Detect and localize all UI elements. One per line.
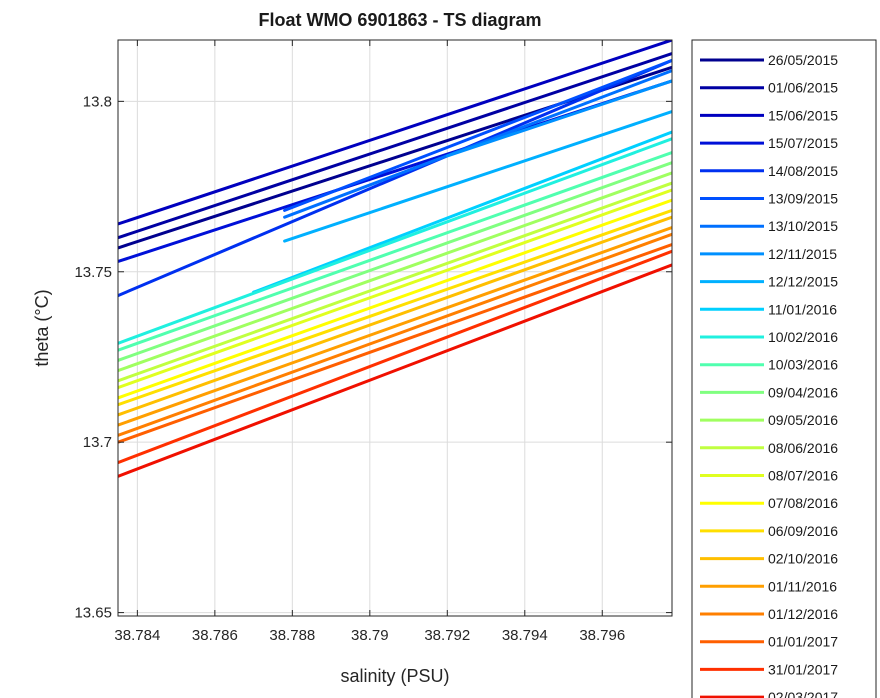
series-line <box>118 137 672 345</box>
legend-entry-label: 10/02/2016 <box>768 329 838 345</box>
series-line <box>118 208 672 407</box>
legend-entry-label: 02/03/2017 <box>768 689 838 698</box>
x-axis-label: salinity (PSU) <box>340 666 449 686</box>
y-tick-label: 13.65 <box>74 605 112 622</box>
legend-entry-label: 08/07/2016 <box>768 468 838 484</box>
y-axis-label: theta (°C) <box>32 289 52 366</box>
series-line <box>118 215 672 417</box>
legend-entry-label: 15/07/2015 <box>768 135 838 151</box>
series-line <box>118 151 672 352</box>
x-tick-label: 38.796 <box>579 627 625 644</box>
legend-entry-label: 31/01/2017 <box>768 661 838 677</box>
legend-entry-label: 09/04/2016 <box>768 384 838 400</box>
x-tick-label: 38.794 <box>502 627 548 644</box>
legend-entry-label: 01/11/2016 <box>768 578 837 594</box>
series-line <box>118 161 672 362</box>
series-line <box>118 249 672 465</box>
series-line <box>118 263 672 478</box>
legend-entry-label: 14/08/2015 <box>768 163 838 179</box>
series-line <box>118 171 672 373</box>
series-line <box>118 198 672 400</box>
legend-entry-label: 26/05/2015 <box>768 52 838 68</box>
x-tick-label: 38.786 <box>192 627 238 644</box>
legend-entry-label: 15/06/2015 <box>768 107 838 123</box>
legend-entry-label: 01/12/2016 <box>768 606 838 622</box>
legend-entry-label: 11/01/2016 <box>768 301 837 317</box>
y-tick-label: 13.8 <box>83 93 112 110</box>
series-line <box>118 58 672 298</box>
axis-ticks: 38.784 38.786 38.788 38.79 38.792 38.794 38.79… <box>74 40 672 644</box>
legend: 26/05/2015 01/06/2015 15/06/2015 15/07/2015… <box>691 39 877 698</box>
legend-box <box>691 39 877 698</box>
series-line <box>118 40 672 226</box>
legend-entry-label: 02/10/2016 <box>768 551 838 567</box>
x-tick-label: 38.792 <box>424 627 470 644</box>
legend-entry-label: 09/05/2016 <box>768 412 838 428</box>
legend-entry-label: 12/12/2015 <box>768 274 838 290</box>
legend-entry-label: 10/03/2016 <box>768 357 838 373</box>
series-line <box>252 130 672 294</box>
series-line <box>118 181 672 383</box>
legend-entry-label: 06/09/2016 <box>768 523 838 539</box>
series-line <box>118 226 672 427</box>
series-layer <box>118 40 672 478</box>
x-tick-label: 38.79 <box>351 627 389 644</box>
series-line <box>283 110 672 243</box>
legend-entry-label: 13/10/2015 <box>768 218 838 234</box>
legend-items: 26/05/2015 01/06/2015 15/06/2015 15/07/2015… <box>700 52 838 698</box>
series-line <box>118 188 672 390</box>
legend-entry-label: 07/08/2016 <box>768 495 838 511</box>
series-line <box>283 58 672 212</box>
legend-entry-label: 01/01/2017 <box>768 634 838 650</box>
plot-frame <box>117 39 673 617</box>
legend-entry-label: 12/11/2015 <box>768 246 837 262</box>
x-tick-label: 38.784 <box>114 627 160 644</box>
legend-entry-label: 08/06/2016 <box>768 440 838 456</box>
legend-entry-label: 13/09/2015 <box>768 191 838 207</box>
legend-entry-label: 01/06/2015 <box>768 80 838 96</box>
series-line <box>283 69 672 219</box>
series-line <box>445 79 672 158</box>
x-tick-label: 38.788 <box>269 627 315 644</box>
y-tick-label: 13.7 <box>83 434 112 451</box>
chart-title: Float WMO 6901863 - TS diagram <box>258 10 541 30</box>
series-line <box>118 52 672 240</box>
series-line <box>118 243 672 444</box>
y-tick-label: 13.75 <box>74 264 112 281</box>
series-line <box>118 232 672 437</box>
